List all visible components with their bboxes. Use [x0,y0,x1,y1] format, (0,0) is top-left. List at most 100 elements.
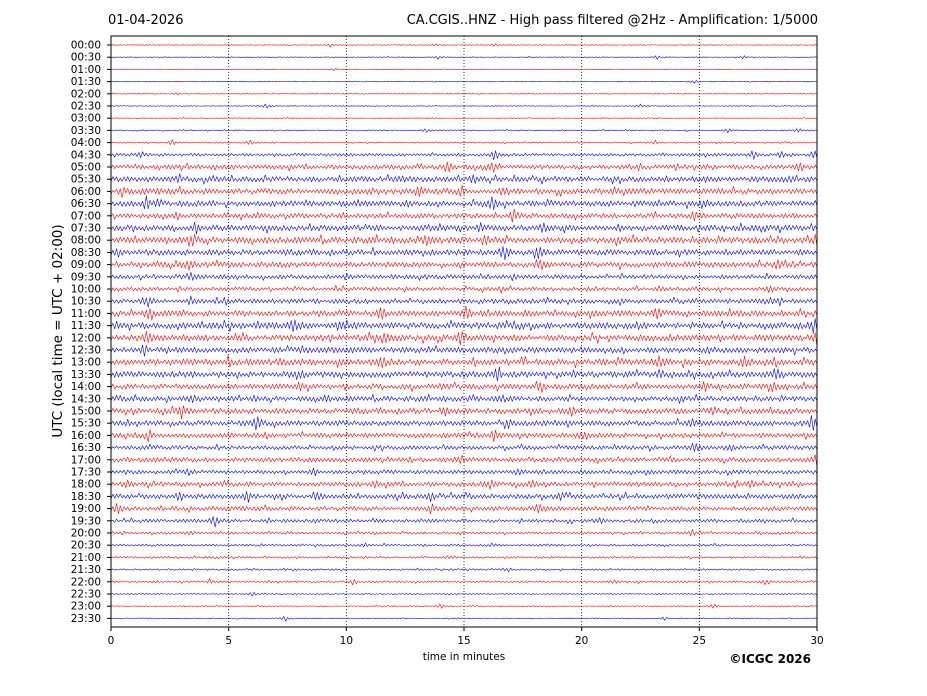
x-tick-label: 20 [575,635,588,647]
row-label: 19:00 [71,503,101,515]
trace-1300 [110,354,818,369]
trace-0330 [110,128,818,134]
row-labels: 00:0000:3001:0001:3002:0002:3003:0003:30… [71,40,111,625]
trace-0800 [110,233,818,247]
row-label: 22:30 [71,589,101,601]
row-label: 23:30 [71,613,101,625]
trace-1830 [110,491,818,503]
row-label: 15:00 [71,406,101,418]
row-label: 06:00 [71,186,101,198]
row-label: 00:30 [71,52,101,64]
x-axis-label: time in minutes [423,651,505,663]
trace-1630 [110,442,818,452]
trace-1030 [110,295,818,308]
row-label: 19:30 [71,515,101,527]
trace-1000 [110,285,818,294]
row-label: 14:00 [71,381,101,393]
trace-1130 [110,318,818,334]
row-label: 13:00 [71,357,101,369]
trace-1530 [110,415,818,431]
trace-0900 [110,259,818,271]
row-label: 02:30 [71,101,101,113]
trace-0430 [110,150,818,161]
row-label: 16:00 [71,430,101,442]
trace-2300 [110,603,818,609]
row-label: 10:00 [71,284,101,296]
trace-0700 [110,208,818,223]
row-label: 07:00 [71,210,101,222]
row-label: 03:30 [71,125,101,137]
trace-0400 [110,139,818,145]
x-tick-label: 25 [693,635,706,647]
row-label: 10:30 [71,296,101,308]
trace-1930 [110,516,818,528]
trace-0200 [110,92,818,96]
x-tick-label: 30 [810,635,823,647]
trace-2230 [110,591,818,597]
trace-0100 [110,67,818,71]
trace-1800 [110,479,818,490]
x-tick-label: 0 [108,635,115,647]
trace-1430 [110,393,818,404]
row-label: 01:30 [71,76,101,88]
trace-0600 [110,185,818,198]
row-label: 12:00 [71,332,101,344]
trace-0530 [110,173,818,185]
row-label: 04:00 [71,137,101,149]
seismic-traces [110,43,818,622]
x-tick-label: 5 [225,635,232,647]
x-tick-label: 15 [457,635,470,647]
trace-1330 [110,366,818,382]
trace-1700 [110,454,818,468]
row-label: 09:00 [71,259,101,271]
row-label: 11:00 [71,308,101,320]
row-label: 00:00 [71,40,101,52]
row-label: 17:30 [71,467,101,479]
trace-0030 [110,55,818,60]
vertical-gridlines [228,36,700,627]
trace-2000 [110,529,818,537]
row-label: 20:30 [71,540,101,552]
trace-1730 [110,467,818,477]
trace-2030 [110,542,818,548]
trace-0500 [110,161,818,173]
y-axis-label: UTC (local time = UTC + 02:00) [50,224,66,437]
row-label: 16:30 [71,442,101,454]
trace-0630 [110,195,818,210]
row-label: 12:30 [71,345,101,357]
trace-1100 [110,305,818,321]
trace-2330 [110,616,818,622]
row-label: 03:00 [71,113,101,125]
row-label: 15:30 [71,418,101,430]
trace-1600 [110,429,818,443]
trace-1900 [110,503,818,515]
row-label: 04:30 [71,149,101,161]
row-label: 21:00 [71,552,101,564]
trace-0830 [110,246,818,261]
row-label: 18:00 [71,479,101,491]
plot-frame [110,35,818,628]
x-axis-ticks: 0 5 10 15 20 25 30 [108,627,824,647]
row-label: 18:30 [71,491,101,503]
row-label: 02:00 [71,88,101,100]
row-label: 20:00 [71,528,101,540]
trace-1200 [110,330,818,347]
row-label: 22:00 [71,576,101,588]
row-label: 23:00 [71,601,101,613]
row-label: 13:30 [71,369,101,381]
trace-0730 [110,221,818,235]
chart-title: CA.CGIS..HNZ - High pass filtered @2Hz -… [407,13,818,28]
row-label: 06:30 [71,198,101,210]
trace-2100 [110,555,818,560]
copyright-label: ©ICGC 2026 [729,652,811,666]
row-label: 07:30 [71,223,101,235]
row-label: 01:00 [71,64,101,76]
row-label: 05:00 [71,162,101,174]
row-label: 08:30 [71,247,101,259]
row-label: 09:30 [71,271,101,283]
trace-0300 [110,117,818,120]
trace-0230 [110,103,818,109]
row-label: 17:00 [71,454,101,466]
row-label: 11:30 [71,320,101,332]
